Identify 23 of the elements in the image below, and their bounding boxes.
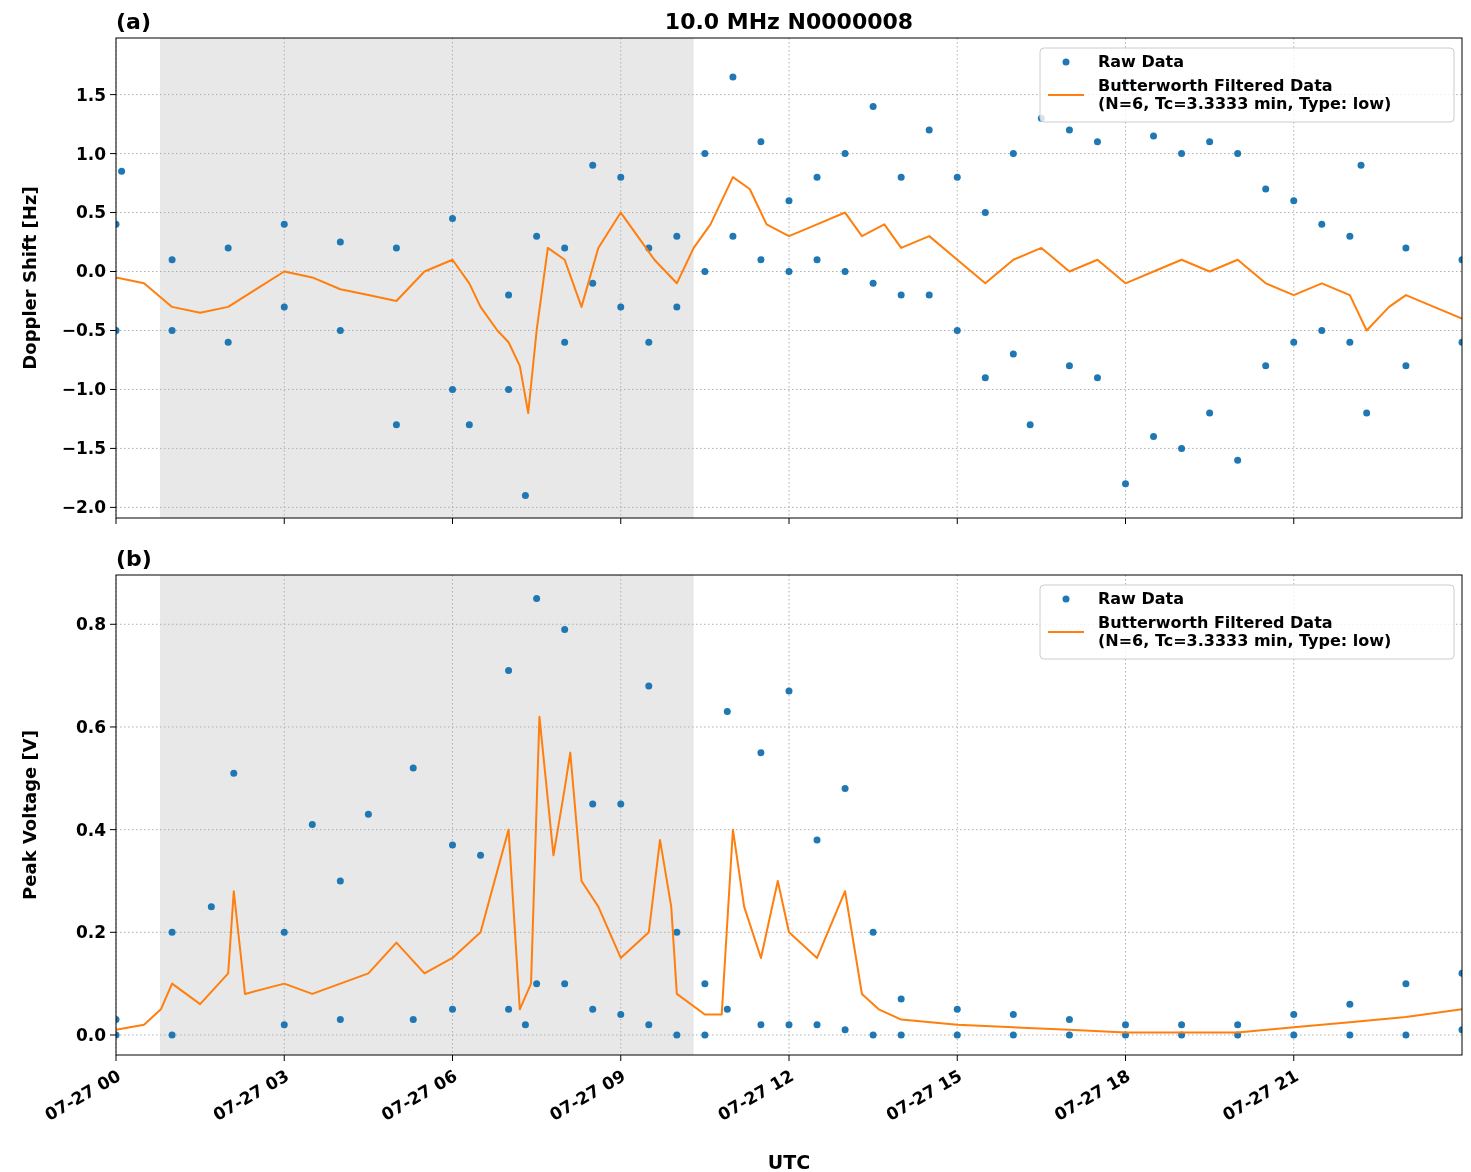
y-tick-label: 0.5	[75, 202, 106, 223]
y-tick-label: −2.0	[61, 497, 107, 518]
y-tick-label: −1.0	[61, 379, 107, 400]
legend-label: Raw Data	[1098, 589, 1184, 608]
y-tick-label: 0.6	[75, 716, 106, 737]
legend-label: Butterworth Filtered Data (N=6, Tc=3.3333 min, Type: low)	[1098, 76, 1392, 113]
legend-label: Raw Data	[1098, 52, 1184, 71]
text: (a)	[116, 9, 151, 34]
y-axis-title: Doppler Shift [Hz]	[19, 186, 40, 370]
y-axis-title: Peak Voltage [V]	[19, 730, 40, 900]
y-tick-label: 1.0	[75, 143, 107, 164]
y-tick-label: −1.5	[61, 438, 106, 459]
y-tick-label: 0.8	[75, 614, 106, 635]
y-tick-label: 1.5	[75, 84, 106, 105]
y-tick-label: 0.2	[75, 922, 106, 943]
y-tick-label: 0.4	[75, 819, 107, 840]
x-axis-title: UTC	[767, 1151, 811, 1172]
y-tick-label: −0.5	[61, 320, 106, 341]
y-tick-label: 0.0	[75, 261, 107, 282]
chart-title: 10.0 MHz N0000008	[664, 9, 914, 34]
legend-label: Butterworth Filtered Data (N=6, Tc=3.3333 min, Type: low)	[1098, 613, 1392, 650]
text: (b)	[116, 546, 152, 571]
y-tick-label: 0.0	[75, 1024, 107, 1045]
